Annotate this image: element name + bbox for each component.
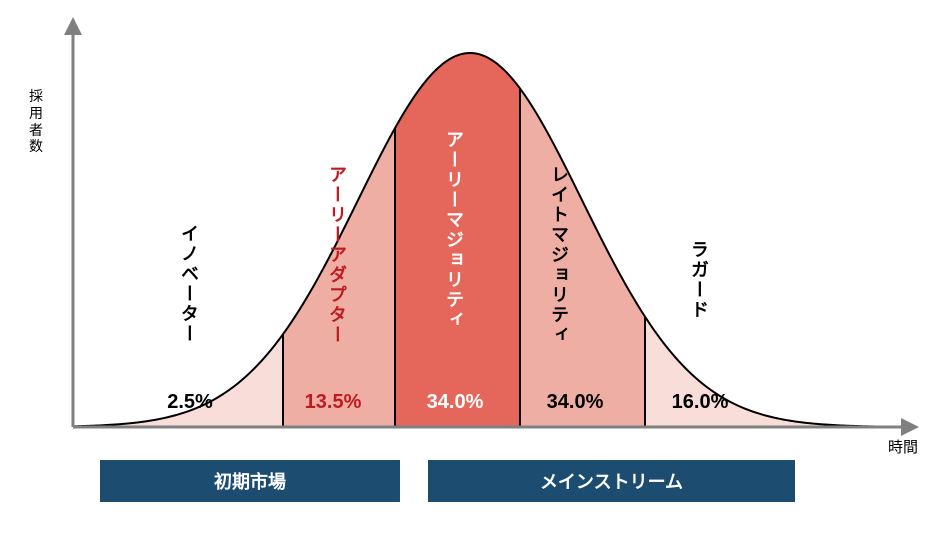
y-axis-label: 採用者数 bbox=[28, 88, 44, 155]
segment-pct-4: 16.0% bbox=[655, 391, 745, 414]
segment-label-4: ラガード bbox=[690, 240, 708, 320]
segment-pct-0: 2.5% bbox=[145, 391, 235, 414]
market-bar-early: 初期市場 bbox=[100, 460, 400, 502]
segment-pct-2: 34.0% bbox=[410, 391, 500, 414]
segment-pct-3: 34.0% bbox=[530, 391, 620, 414]
segment-label-3: レイトマジョリティ bbox=[550, 165, 568, 345]
segment-label-1: アーリーアダプター bbox=[328, 165, 346, 345]
segment-label-2: アーリーマジョリティ bbox=[445, 130, 463, 330]
x-axis-label: 時間 bbox=[888, 436, 918, 457]
market-bar-mainstream: メインストリーム bbox=[428, 460, 795, 502]
segment-area-3 bbox=[520, 88, 645, 427]
segment-label-0: イノベーター bbox=[180, 224, 198, 344]
segment-pct-1: 13.5% bbox=[288, 391, 378, 414]
adoption-curve-chart bbox=[0, 0, 950, 534]
